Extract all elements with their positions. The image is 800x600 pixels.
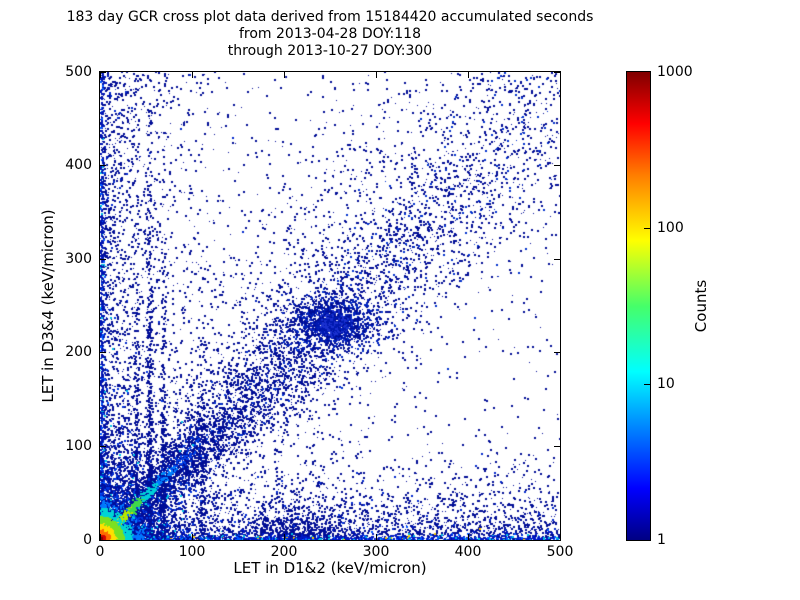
- title-line-3: through 2013-10-27 DOY:300: [227, 43, 433, 59]
- y-tick-mark-right: [554, 445, 560, 447]
- x-tick-mark-bottom: [283, 534, 285, 540]
- x-tick-label: 100: [178, 544, 206, 560]
- y-tick-label: 0: [83, 531, 92, 548]
- y-tick-label: 500: [65, 63, 92, 80]
- x-tick-mark-top: [375, 72, 377, 78]
- y-tick-mark-left: [100, 539, 106, 541]
- y-tick-mark-right: [554, 352, 560, 354]
- colorbar-tick-label: 1000: [657, 63, 693, 80]
- y-tick-label: 100: [65, 437, 92, 454]
- colorbar-tick-label: 1: [657, 531, 666, 548]
- y-tick-mark-left: [100, 165, 106, 167]
- x-tick-mark-bottom: [375, 534, 377, 540]
- scatter-canvas: [100, 72, 560, 540]
- colorbar-tick-mark: [644, 227, 650, 229]
- x-tick-mark-top: [99, 72, 101, 78]
- x-tick-label: 400: [454, 544, 482, 560]
- y-axis-label: LET in D3&4 (keV/micron): [39, 209, 57, 403]
- x-tick-label: 200: [270, 544, 298, 560]
- title-line-1: 183 day GCR cross plot data derived from…: [66, 9, 594, 25]
- x-tick-mark-top: [467, 72, 469, 78]
- x-axis-label: LET in D1&2 (keV/micron): [233, 559, 427, 577]
- y-tick-label: 400: [65, 157, 92, 174]
- x-tick-mark-top: [283, 72, 285, 78]
- x-tick-mark-bottom: [191, 534, 193, 540]
- y-tick-mark-left: [100, 352, 106, 354]
- x-tick-label: 500: [546, 544, 574, 560]
- x-tick-mark-top: [559, 72, 561, 78]
- y-tick-mark-left: [100, 445, 106, 447]
- y-tick-mark-left: [100, 71, 106, 73]
- y-tick-label: 200: [65, 344, 92, 361]
- colorbar-tick-label: 100: [657, 219, 684, 236]
- y-tick-mark-left: [100, 258, 106, 260]
- y-tick-mark-right: [554, 165, 560, 167]
- x-tick-label: 0: [95, 544, 105, 560]
- colorbar-tick-label: 10: [657, 375, 675, 392]
- y-tick-mark-right: [554, 258, 560, 260]
- colorbar: [626, 71, 651, 541]
- x-tick-label: 300: [362, 544, 390, 560]
- plot-area: [99, 71, 561, 541]
- colorbar-label: Counts: [692, 279, 710, 333]
- y-tick-mark-right: [554, 539, 560, 541]
- y-tick-mark-right: [554, 71, 560, 73]
- x-tick-mark-bottom: [467, 534, 469, 540]
- x-tick-mark-bottom: [559, 534, 561, 540]
- x-tick-mark-top: [191, 72, 193, 78]
- colorbar-tick-mark: [644, 383, 650, 385]
- y-tick-label: 300: [65, 250, 92, 267]
- title-line-2: from 2013-04-28 DOY:118: [238, 26, 421, 42]
- x-tick-mark-bottom: [99, 534, 101, 540]
- chart-title: 183 day GCR cross plot data derived from…: [67, 9, 594, 60]
